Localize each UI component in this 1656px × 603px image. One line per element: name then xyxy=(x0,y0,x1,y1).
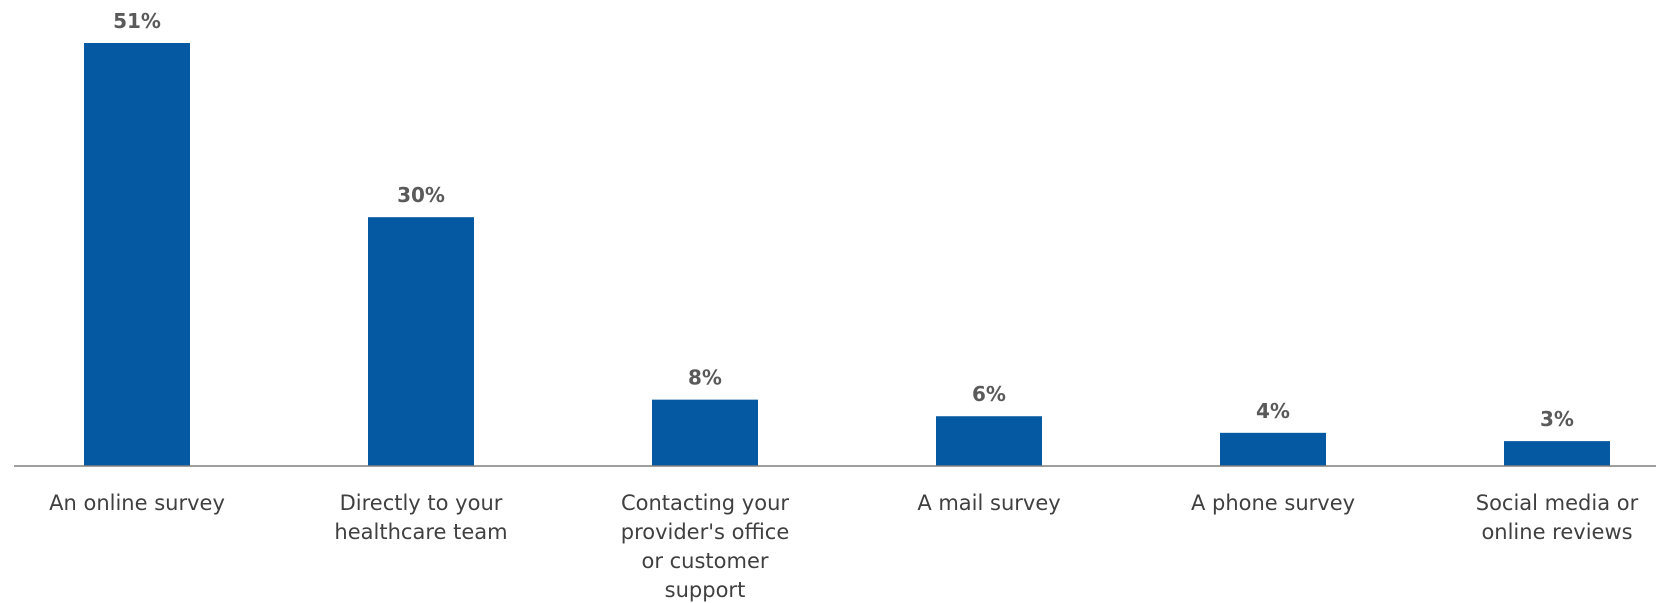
value-labels-layer: 51% 30% 8% 6% 4% 3% xyxy=(113,9,1574,431)
category-label-line: healthcare team xyxy=(334,520,507,544)
bars-layer xyxy=(84,43,1610,466)
value-label-1: 30% xyxy=(397,183,445,207)
bar-5 xyxy=(1504,441,1610,466)
category-label-line: A mail survey xyxy=(917,491,1060,515)
category-labels-layer: An online survey Directly to your healthca… xyxy=(49,491,1638,602)
category-label-line: Contacting your xyxy=(621,491,789,515)
category-label-5: Social media or online reviews xyxy=(1476,491,1639,544)
value-label-3: 6% xyxy=(972,382,1006,406)
category-label-line: or customer xyxy=(641,549,768,573)
category-label-line: An online survey xyxy=(49,491,225,515)
category-label-line: Social media or xyxy=(1476,491,1639,515)
bar-1 xyxy=(368,217,474,466)
category-label-line: provider's office xyxy=(621,520,790,544)
category-label-line: online reviews xyxy=(1481,520,1632,544)
bar-0 xyxy=(84,43,190,466)
category-label-line: A phone survey xyxy=(1191,491,1355,515)
value-label-5: 3% xyxy=(1540,407,1574,431)
value-label-2: 8% xyxy=(688,366,722,390)
category-label-3: A mail survey xyxy=(917,491,1060,515)
bar-4 xyxy=(1220,432,1326,466)
category-label-line: support xyxy=(665,578,746,602)
category-label-line: Directly to your xyxy=(340,491,503,515)
value-label-4: 4% xyxy=(1256,399,1290,423)
category-label-4: A phone survey xyxy=(1191,491,1355,515)
bar-3 xyxy=(936,416,1042,466)
category-label-0: An online survey xyxy=(49,491,225,515)
bar-2 xyxy=(652,399,758,466)
category-label-1: Directly to your healthcare team xyxy=(334,491,507,544)
category-label-2: Contacting your provider's office or custo… xyxy=(621,491,790,602)
value-label-0: 51% xyxy=(113,9,161,33)
